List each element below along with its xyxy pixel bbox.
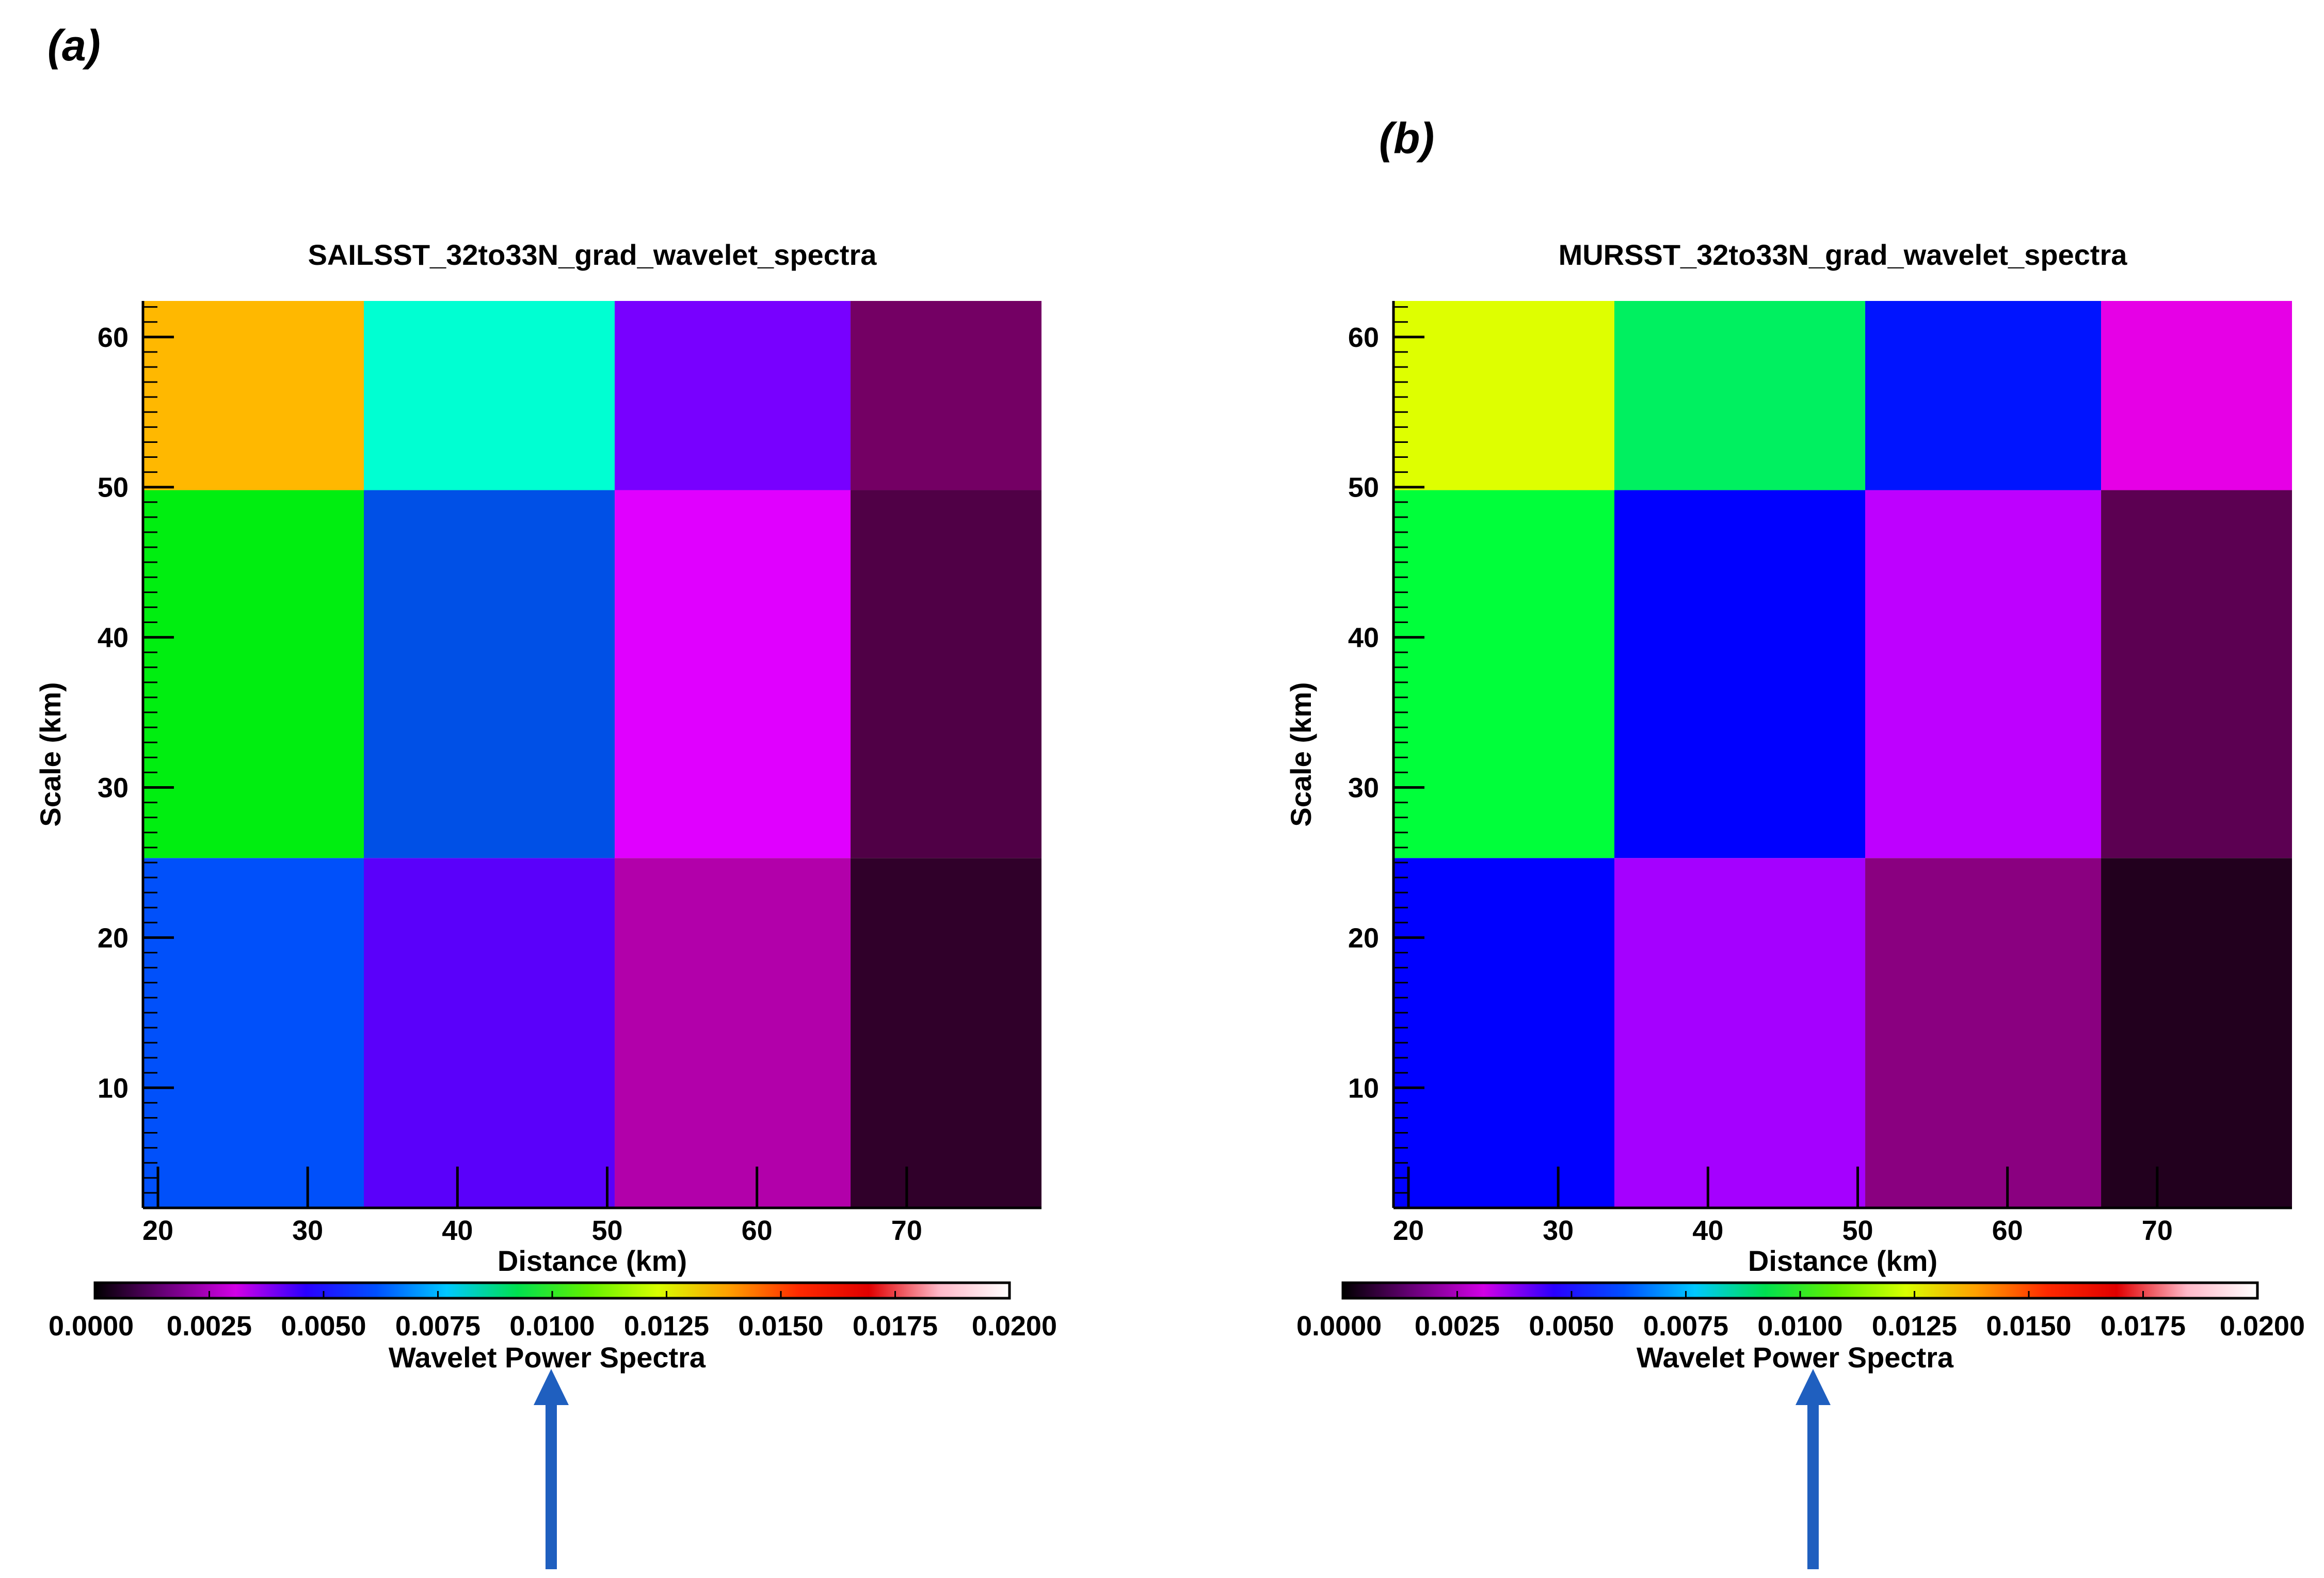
colorbar-tick-label: 0.0050 [281, 1311, 366, 1342]
x-tick-label: 40 [1692, 1215, 1723, 1246]
colorbar-tick-label: 0.0150 [738, 1311, 823, 1342]
y-tick-label: 20 [1348, 922, 1379, 953]
x-tick-label: 60 [1992, 1215, 2023, 1246]
heatmap-cell [851, 301, 1041, 490]
y-tick-label: 20 [98, 922, 129, 953]
x-tick-label: 50 [591, 1215, 622, 1246]
x-tick-label: 20 [142, 1215, 173, 1246]
annotation-arrow-shaft [1807, 1404, 1819, 1569]
heatmap-cell [615, 301, 851, 490]
colorbar-tick-label: 0.0100 [509, 1311, 595, 1342]
colorbar-tick-label: 0.0075 [1643, 1311, 1728, 1342]
x-tick-label: 60 [742, 1215, 773, 1246]
colorbar-tick-label: 0.0050 [1529, 1311, 1614, 1342]
colorbar-tick-label: 0.0175 [2101, 1311, 2186, 1342]
heatmap-cell [2101, 858, 2292, 1208]
y-tick-label: 10 [98, 1073, 129, 1104]
heatmap-cell [363, 301, 615, 490]
heatmap-cell [143, 301, 364, 490]
heatmap-cell [143, 858, 364, 1208]
heatmap-cell [2101, 301, 2292, 490]
heatmap-cell [1865, 858, 2102, 1208]
colorbar-label: Wavelet Power Spectra [1637, 1341, 1954, 1374]
colorbar-tick-label: 0.0200 [2220, 1311, 2305, 1342]
x-tick-label: 30 [1543, 1215, 1574, 1246]
panel-label-a: (a) [47, 21, 101, 70]
heatmap-cell [363, 858, 615, 1208]
chart-title: MURSST_32to33N_grad_wavelet_spectra [1559, 238, 2128, 271]
y-tick-label: 30 [1348, 772, 1379, 803]
x-tick-label: 50 [1842, 1215, 1873, 1246]
heatmap-cell [615, 490, 851, 858]
colorbar-tick-label: 0.0200 [972, 1311, 1057, 1342]
y-tick-label: 50 [98, 472, 129, 503]
colorbar-tick-label: 0.0125 [624, 1311, 709, 1342]
annotation-arrow-head [1796, 1369, 1831, 1405]
colorbar-tick-label: 0.0150 [1986, 1311, 2071, 1342]
chart-title: SAILSST_32to33N_grad_wavelet_spectra [308, 238, 877, 271]
y-tick-label: 50 [1348, 472, 1379, 503]
x-tick-label: 70 [891, 1215, 922, 1246]
colorbar-tick-label: 0.0175 [853, 1311, 938, 1342]
y-axis-label: Scale (km) [1285, 682, 1317, 826]
heatmap-cell [1614, 301, 1866, 490]
x-axis-label: Distance (km) [1748, 1245, 1937, 1277]
x-tick-label: 20 [1393, 1215, 1424, 1246]
colorbar-tick-label: 0.0000 [49, 1311, 134, 1342]
y-tick-label: 30 [98, 772, 129, 803]
y-tick-label: 60 [98, 322, 129, 353]
heatmap-cell [851, 490, 1041, 858]
colorbar-tick-label: 0.0025 [167, 1311, 252, 1342]
heatmap-cell [1393, 301, 1614, 490]
colorbar-tick-label: 0.0000 [1296, 1311, 1382, 1342]
x-tick-label: 70 [2142, 1215, 2173, 1246]
heatmap-panel-a: SAILSST_32to33N_grad_wavelet_spectra 10 20… [34, 238, 1057, 1569]
heatmap-cell [1865, 490, 2102, 858]
heatmap-cell [363, 490, 615, 858]
colorbar-tick-label: 0.0025 [1415, 1311, 1500, 1342]
heatmap-cell [1865, 301, 2102, 490]
heatmap-cell [2101, 490, 2292, 858]
heatmap-cell [1614, 490, 1866, 858]
y-axis-label: Scale (km) [34, 682, 67, 826]
annotation-arrow-shaft [546, 1404, 557, 1569]
x-axis-label: Distance (km) [498, 1245, 687, 1277]
heatmap-cell [851, 858, 1041, 1208]
heatmap-cell [615, 858, 851, 1208]
colorbar-tick-label: 0.0100 [1757, 1311, 1842, 1342]
heatmap-cell [1393, 858, 1614, 1208]
y-tick-label: 40 [98, 623, 129, 653]
heatmap-cell [143, 490, 364, 858]
colorbar-tick-label: 0.0075 [395, 1311, 480, 1342]
heatmap-cell [1393, 490, 1614, 858]
colorbar-label: Wavelet Power Spectra [389, 1341, 706, 1374]
x-tick-label: 40 [442, 1215, 473, 1246]
y-tick-label: 40 [1348, 623, 1379, 653]
panel-label-b: (b) [1379, 114, 1435, 163]
heatmap-panel-b: MURSST_32to33N_grad_wavelet_spectra 10 20 3… [1285, 238, 2305, 1569]
y-tick-label: 60 [1348, 322, 1379, 353]
x-tick-label: 30 [292, 1215, 323, 1246]
colorbar-tick-label: 0.0125 [1872, 1311, 1957, 1342]
annotation-arrow-head [534, 1369, 569, 1405]
heatmap-cell [1614, 858, 1866, 1208]
y-tick-label: 10 [1348, 1073, 1379, 1104]
